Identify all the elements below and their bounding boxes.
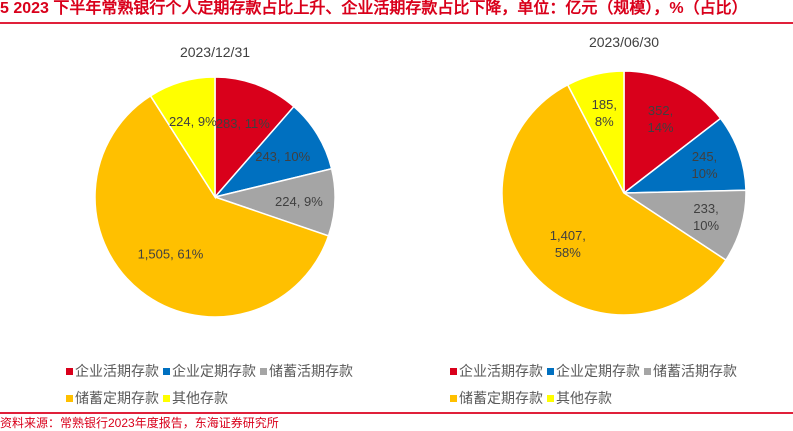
data-label: 245, 10% — [692, 149, 718, 181]
legend-label: 企业定期存款 — [172, 363, 256, 379]
legend-swatch — [66, 368, 73, 375]
data-label: 224, 9% — [275, 194, 323, 209]
legend-left: 企业活期存款 企业定期存款 储蓄活期存款储蓄定期存款 其他存款 — [66, 358, 357, 412]
legend-swatch — [66, 395, 73, 402]
chart-title: 2023/06/30 — [589, 34, 659, 50]
legend-item: 企业活期存款 — [66, 363, 159, 379]
legend-item: 储蓄活期存款 — [260, 363, 353, 379]
pie-slice — [149, 76, 216, 200]
pie-slice — [501, 83, 727, 316]
legend-item: 企业定期存款 — [547, 363, 640, 379]
figure-title: 5 2023 下半年常熟银行个人定期存款占比上升、企业活期存款占比下降，单位：亿… — [0, 0, 748, 17]
legend-swatch — [450, 368, 457, 375]
pie-slice — [566, 70, 625, 194]
pie-slice — [623, 70, 722, 195]
title-divider — [0, 22, 793, 24]
legend-item: 其他存款 — [163, 390, 228, 406]
pie-slice — [212, 105, 333, 199]
legend-swatch — [163, 395, 170, 402]
legend-item: 企业定期存款 — [163, 363, 256, 379]
legend-label: 其他存款 — [556, 390, 612, 406]
data-label: 224, 9% — [169, 114, 217, 129]
legend-swatch — [260, 368, 267, 375]
legend-item: 储蓄定期存款 — [450, 390, 543, 406]
pie-slice — [621, 189, 747, 262]
legend-label: 储蓄定期存款 — [75, 390, 159, 406]
pie-slice — [94, 94, 330, 318]
chart-title: 2023/12/31 — [180, 44, 250, 60]
data-label: 185, 8% — [592, 97, 617, 129]
legend-item: 其他存款 — [547, 390, 612, 406]
data-label: 233, 10% — [693, 201, 719, 233]
legend-item: 储蓄活期存款 — [644, 363, 737, 379]
legend-swatch — [163, 368, 170, 375]
legend-label: 储蓄活期存款 — [653, 363, 737, 379]
legend-label: 企业活期存款 — [75, 363, 159, 379]
source-note: 资料来源：常熟银行2023年度报告，东海证券研究所 — [0, 416, 279, 430]
pie-slice — [621, 117, 747, 194]
data-label: 283, 11% — [216, 116, 270, 131]
legend-label: 储蓄活期存款 — [269, 363, 353, 379]
legend-label: 企业定期存款 — [556, 363, 640, 379]
pie-slice — [214, 76, 295, 200]
data-label: 1,505, 61% — [138, 247, 204, 262]
legend-swatch — [547, 368, 554, 375]
legend-swatch — [547, 395, 554, 402]
pie-charts: 2023/12/31 283, 11% 243, 10% 224, 9% 1,505, … — [94, 34, 747, 318]
legend-item: 企业活期存款 — [450, 363, 543, 379]
source-divider — [0, 412, 793, 414]
data-label: 243, 10% — [255, 149, 310, 164]
legend-item: 储蓄定期存款 — [66, 390, 159, 406]
legend-label: 企业活期存款 — [459, 363, 543, 379]
data-label: 352, 14% — [648, 103, 674, 135]
legend-label: 其他存款 — [172, 390, 228, 406]
data-label: 1,407, 58% — [550, 228, 586, 260]
legend-swatch — [644, 368, 651, 375]
legend-label: 储蓄定期存款 — [459, 390, 543, 406]
legend-swatch — [450, 395, 457, 402]
legend-right: 企业活期存款 企业定期存款 储蓄活期存款储蓄定期存款 其他存款 — [450, 358, 741, 412]
